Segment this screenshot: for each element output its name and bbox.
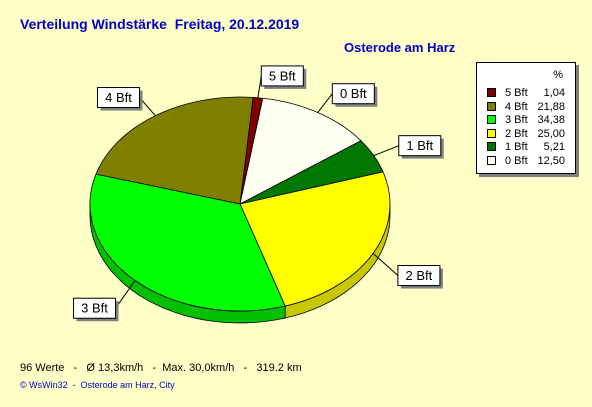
legend-value: 12,50 <box>537 154 565 167</box>
legend: % 5 Bft 1,04 4 Bft 21,88 3 Bft 34,38 2 Bft 25,0… <box>476 62 576 174</box>
callout-box <box>331 83 375 105</box>
legend-value: 21,88 <box>537 100 565 113</box>
callout-label: 0 Bft <box>340 86 367 101</box>
legend-item: 3 Bft 34,38 <box>487 114 569 126</box>
legend-label: 2 Bft <box>505 127 528 140</box>
callout-box <box>397 265 441 287</box>
pie-slices <box>89 96 391 312</box>
legend-item: 4 Bft 21,88 <box>487 101 569 113</box>
legend-swatch <box>487 101 496 111</box>
legend-swatch <box>487 88 496 97</box>
callout-label: 5 Bft <box>269 68 296 83</box>
pie-slice-2-bft <box>239 171 391 307</box>
callout-line <box>115 280 136 309</box>
legend-value: 34,38 <box>537 114 565 126</box>
callout-box <box>260 65 304 87</box>
stats-line: 96 Werte - Ø 13,3km/h - Max. 30,0km/h - … <box>20 362 302 374</box>
legend-label: 5 Bft <box>505 87 528 99</box>
callout-line <box>372 253 399 276</box>
legend-swatch <box>487 142 496 151</box>
callout-box <box>73 297 117 319</box>
callout-line <box>373 145 399 157</box>
legend-item: 2 Bft 25,00 <box>487 128 569 140</box>
legend-item: 0 Bft 12,50 <box>487 155 569 167</box>
legend-label: 4 Bft <box>505 100 528 113</box>
legend-swatch <box>487 115 496 124</box>
pie-slice-3-bft <box>89 173 286 312</box>
legend-label: 3 Bft <box>505 114 528 126</box>
legend-item: 5 Bft 1,04 <box>487 87 569 99</box>
pie-slice-0-bft <box>239 97 362 205</box>
callout-line <box>257 75 262 98</box>
callout-box <box>398 135 442 157</box>
footer-credit: © WsWin32 - Osterode am Harz, City <box>20 380 175 390</box>
legend-header: % <box>553 69 563 81</box>
callout-label: 2 Bft <box>406 268 433 283</box>
callout-box <box>96 87 140 109</box>
callout-label: 1 Bft <box>406 138 433 153</box>
legend-value: 1,04 <box>543 87 565 99</box>
legend-label: 0 Bft <box>505 154 528 167</box>
pie-slice-4-bft <box>95 96 254 205</box>
callout-label: 4 Bft <box>105 90 132 105</box>
callout-line <box>317 93 333 113</box>
callout-label: 3 Bft <box>81 301 108 316</box>
legend-item: 1 Bft 5,21 <box>487 141 569 153</box>
pie-callouts: 5 Bft 0 Bft 1 Bft 2 Bft 3 Bft 4 Bft <box>73 65 444 322</box>
legend-label: 1 Bft <box>505 141 528 153</box>
legend-swatch <box>487 155 496 165</box>
legend-swatch <box>487 128 496 138</box>
legend-value: 5,21 <box>543 141 565 153</box>
chart-title: Verteilung Windstärke Freitag, 20.12.201… <box>20 16 300 32</box>
legend-value: 25,00 <box>537 127 565 140</box>
location-label: Osterode am Harz <box>344 40 456 55</box>
